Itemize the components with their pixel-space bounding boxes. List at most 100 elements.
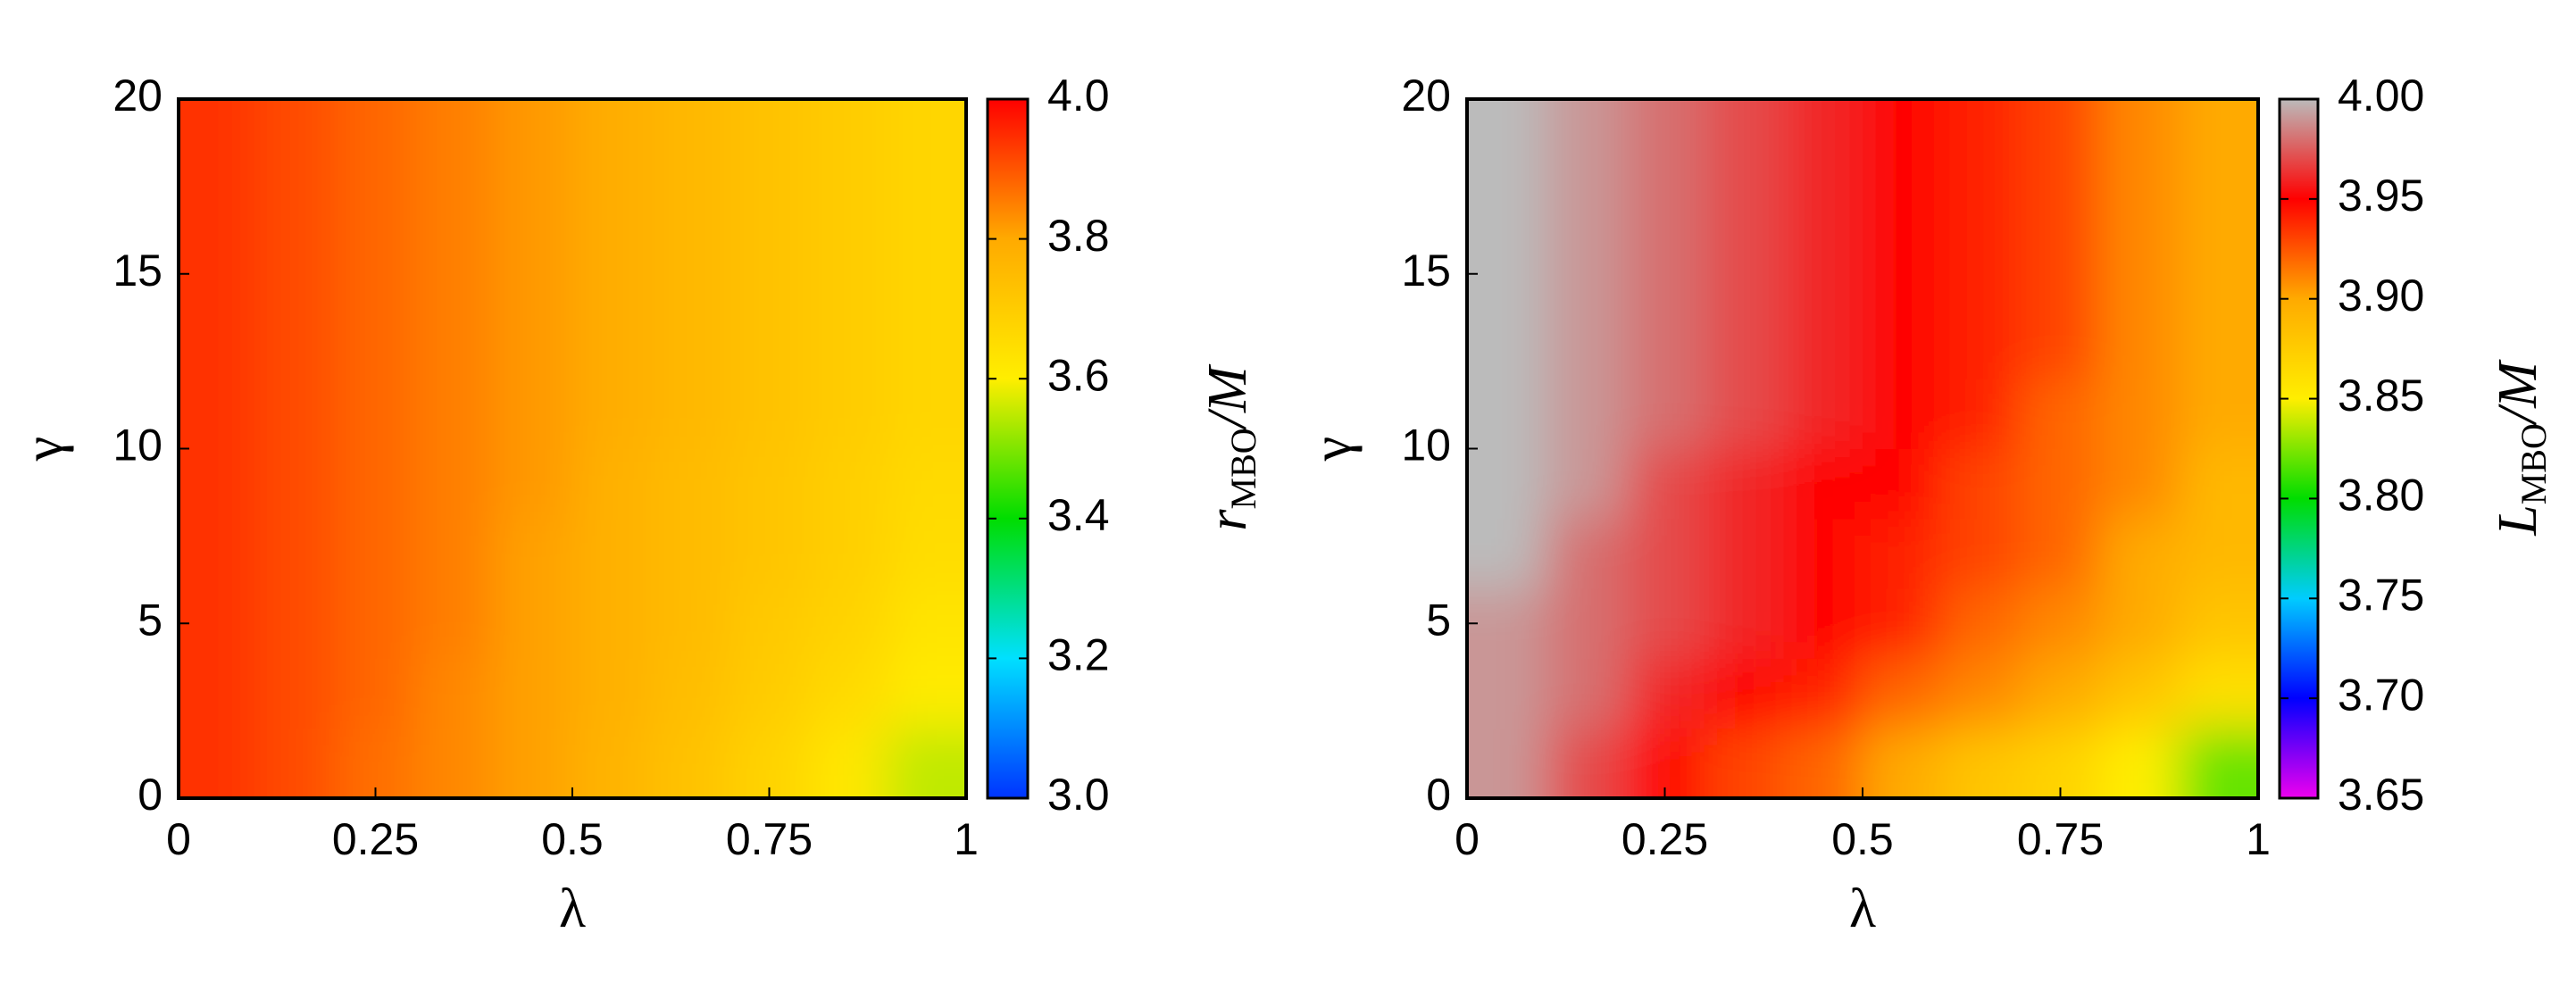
colorbar-label-tail: /M bbox=[2488, 359, 2548, 426]
heatmap-cell bbox=[1467, 169, 1547, 240]
heatmap-cell bbox=[808, 169, 888, 240]
heatmap-cell bbox=[2021, 728, 2101, 798]
heatmap-cell bbox=[1863, 728, 1943, 798]
y-axis-label: γ bbox=[13, 437, 74, 462]
x-tick-label: 0.5 bbox=[541, 814, 604, 864]
heatmap-cell bbox=[651, 448, 730, 520]
heatmap-cell bbox=[729, 658, 810, 729]
heatmap-cell bbox=[336, 658, 416, 729]
heatmap-cell bbox=[1467, 728, 1547, 798]
heatmap-cell bbox=[493, 658, 573, 729]
heatmap-cell bbox=[179, 99, 258, 170]
heatmap-cell bbox=[1467, 588, 1547, 659]
y-tick-label: 10 bbox=[1401, 421, 1451, 471]
heatmap-cell bbox=[1625, 308, 1705, 379]
heatmap-cell bbox=[651, 728, 730, 798]
heatmap-cell bbox=[1941, 308, 2022, 379]
heatmap-cell bbox=[1467, 379, 1547, 449]
heatmap-cell bbox=[493, 518, 573, 589]
heatmap-cell bbox=[2021, 379, 2101, 449]
panel: 0 0.25 0.5 0.75 105101520λγ3.03.23.43.63.84.… bbox=[13, 71, 1263, 939]
heatmap-cell bbox=[336, 308, 416, 379]
heatmap-cell bbox=[1783, 99, 1863, 170]
heatmap-cell bbox=[887, 588, 966, 659]
heatmap-cell bbox=[1625, 169, 1705, 240]
heatmap-cell bbox=[729, 379, 810, 449]
heatmap-cell bbox=[887, 448, 966, 520]
heatmap-cell bbox=[1467, 518, 1547, 589]
heatmap-cell bbox=[257, 169, 337, 240]
y-tick-label: 20 bbox=[1401, 71, 1451, 121]
heatmap-cell bbox=[1863, 308, 1943, 379]
heatmap-cells bbox=[1467, 99, 2258, 798]
heatmap-cell bbox=[493, 448, 573, 520]
heatmap-cell bbox=[257, 99, 337, 170]
colorbar-tick-label: 3.0 bbox=[1047, 770, 1110, 820]
heatmap-cell bbox=[414, 238, 495, 310]
heatmap-cell bbox=[1546, 308, 1626, 379]
heatmap-cell bbox=[2179, 99, 2258, 170]
heatmap-cell bbox=[2099, 169, 2180, 240]
heatmap-cell bbox=[493, 169, 573, 240]
heatmap-cell bbox=[1704, 728, 1784, 798]
heatmap-cell bbox=[572, 308, 652, 379]
heatmap-cell bbox=[336, 728, 416, 798]
colorbar bbox=[986, 97, 1030, 800]
heatmap-cell bbox=[1625, 238, 1705, 310]
heatmap-cell bbox=[257, 308, 337, 379]
heatmap-cell bbox=[257, 379, 337, 449]
heatmap-cell bbox=[179, 169, 258, 240]
heatmap-cell bbox=[729, 588, 810, 659]
heatmap-cell bbox=[336, 588, 416, 659]
heatmap-cell bbox=[651, 588, 730, 659]
x-tick-label: 1 bbox=[2246, 814, 2271, 864]
heatmap-cell bbox=[808, 518, 888, 589]
heatmap-cell bbox=[2179, 728, 2258, 798]
heatmap-cell bbox=[414, 518, 495, 589]
heatmap-cell bbox=[1863, 658, 1943, 729]
heatmap-cell bbox=[2021, 588, 2101, 659]
heatmap-cell bbox=[1625, 658, 1705, 729]
heatmap-cell bbox=[1546, 448, 1626, 520]
heatmap-cell bbox=[1625, 379, 1705, 449]
heatmap-cell bbox=[1863, 238, 1943, 310]
x-tick-label: 0.25 bbox=[332, 814, 419, 864]
y-tick-label: 0 bbox=[138, 770, 163, 820]
heatmap-cell bbox=[1625, 728, 1705, 798]
heatmap-cell bbox=[257, 588, 337, 659]
heatmap-cell bbox=[2179, 169, 2258, 240]
heatmap-cell bbox=[1863, 518, 1943, 589]
heatmap-cell bbox=[1704, 518, 1784, 589]
heatmap-cell bbox=[729, 238, 810, 310]
heatmap-cell bbox=[729, 308, 810, 379]
colorbar-tick-label: 3.8 bbox=[1047, 211, 1110, 261]
heatmap-cell bbox=[336, 238, 416, 310]
heatmap-cell bbox=[1941, 379, 2022, 449]
x-tick-label: 0.75 bbox=[2017, 814, 2104, 864]
heatmap-cell bbox=[2099, 308, 2180, 379]
heatmap-cell bbox=[1467, 99, 1547, 170]
colorbar-label-sub: MBO bbox=[2513, 423, 2554, 504]
heatmap-cell bbox=[572, 238, 652, 310]
heatmap-cell bbox=[729, 169, 810, 240]
y-tick-label: 0 bbox=[1426, 770, 1451, 820]
heatmap-cell bbox=[1546, 238, 1626, 310]
heatmap bbox=[179, 99, 966, 798]
colorbar-tick-label: 4.00 bbox=[2338, 71, 2424, 121]
heatmap-cell bbox=[336, 169, 416, 240]
heatmap-cell bbox=[887, 379, 966, 449]
heatmap-cell bbox=[1704, 308, 1784, 379]
heatmap-cell bbox=[572, 588, 652, 659]
heatmap-cell bbox=[651, 308, 730, 379]
colorbar-label-tail: /M bbox=[1197, 363, 1258, 430]
heatmap-cell bbox=[493, 728, 573, 798]
heatmap-cell bbox=[2179, 308, 2258, 379]
y-tick-label: 15 bbox=[1401, 246, 1451, 296]
colorbar-label-sub: MBO bbox=[1223, 428, 1263, 509]
panel: 0 0.25 0.5 0.75 105101520λγ3.653.703.753.803… bbox=[1302, 71, 2554, 939]
heatmap-cell bbox=[572, 728, 652, 798]
heatmap-cell bbox=[1863, 448, 1943, 520]
heatmap-cell bbox=[257, 518, 337, 589]
heatmap-cell bbox=[1546, 379, 1626, 449]
